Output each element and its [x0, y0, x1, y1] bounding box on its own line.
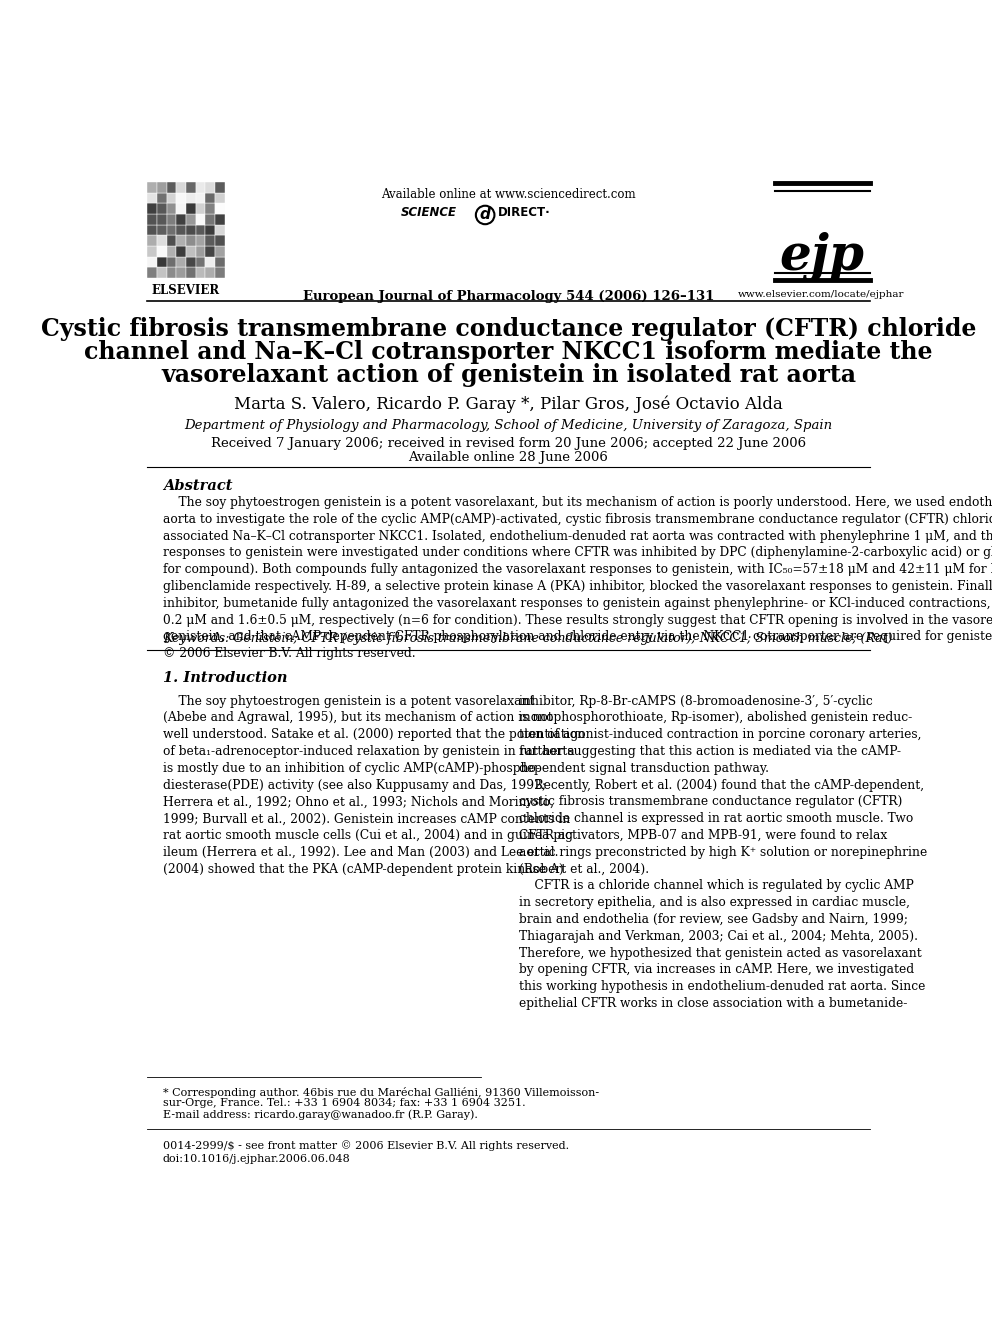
- Bar: [205, 235, 215, 246]
- Text: doi:10.1016/j.ejphar.2006.06.048: doi:10.1016/j.ejphar.2006.06.048: [163, 1154, 350, 1164]
- Bar: [205, 214, 215, 225]
- Text: 0014-2999/$ - see front matter © 2006 Elsevier B.V. All rights reserved.: 0014-2999/$ - see front matter © 2006 El…: [163, 1140, 568, 1151]
- Bar: [167, 257, 177, 267]
- Text: channel and Na–K–Cl cotransporter NKCC1 isoform mediate the: channel and Na–K–Cl cotransporter NKCC1 …: [84, 340, 932, 364]
- Bar: [167, 235, 177, 246]
- Bar: [147, 246, 157, 257]
- Bar: [205, 257, 215, 267]
- Bar: [186, 246, 195, 257]
- Bar: [177, 214, 186, 225]
- Bar: [186, 257, 195, 267]
- Bar: [195, 204, 205, 214]
- Bar: [147, 267, 157, 278]
- Bar: [215, 267, 225, 278]
- Bar: [167, 193, 177, 204]
- Text: Received 7 January 2006; received in revised form 20 June 2006; accepted 22 June: Received 7 January 2006; received in rev…: [211, 438, 806, 451]
- Text: Keywords: Genistein; CFTR (cystic fibrosis transmembrane conductance regulator);: Keywords: Genistein; CFTR (cystic fibros…: [163, 631, 892, 644]
- Text: Department of Physiology and Pharmacology, School of Medicine, University of Zar: Department of Physiology and Pharmacolog…: [185, 419, 832, 433]
- Bar: [177, 204, 186, 214]
- Bar: [147, 257, 157, 267]
- Bar: [195, 214, 205, 225]
- Bar: [177, 181, 186, 193]
- Bar: [195, 181, 205, 193]
- Bar: [186, 235, 195, 246]
- Bar: [157, 235, 167, 246]
- Bar: [147, 193, 157, 204]
- Bar: [167, 267, 177, 278]
- Bar: [215, 235, 225, 246]
- Bar: [177, 246, 186, 257]
- Bar: [177, 193, 186, 204]
- Text: Cystic fibrosis transmembrane conductance regulator (CFTR) chloride: Cystic fibrosis transmembrane conductanc…: [41, 316, 976, 340]
- Bar: [157, 267, 167, 278]
- Bar: [147, 181, 157, 193]
- Bar: [205, 193, 215, 204]
- Bar: [147, 214, 157, 225]
- Bar: [215, 257, 225, 267]
- Bar: [215, 181, 225, 193]
- Bar: [195, 235, 205, 246]
- Text: d: d: [480, 208, 491, 222]
- Bar: [186, 225, 195, 235]
- Text: SCIENCE: SCIENCE: [401, 206, 457, 220]
- Bar: [157, 225, 167, 235]
- Bar: [205, 204, 215, 214]
- Text: The soy phytoestrogen genistein is a potent vasorelaxant
(Abebe and Agrawal, 199: The soy phytoestrogen genistein is a pot…: [163, 695, 585, 876]
- Bar: [195, 193, 205, 204]
- Bar: [177, 257, 186, 267]
- Bar: [157, 181, 167, 193]
- Bar: [195, 257, 205, 267]
- Bar: [195, 267, 205, 278]
- Text: Marta S. Valero, Ricardo P. Garay *, Pilar Gros, José Octavio Alda: Marta S. Valero, Ricardo P. Garay *, Pil…: [234, 396, 783, 413]
- Bar: [167, 214, 177, 225]
- Bar: [205, 181, 215, 193]
- Text: The soy phytoestrogen genistein is a potent vasorelaxant, but its mechanism of a: The soy phytoestrogen genistein is a pot…: [163, 496, 992, 660]
- Bar: [157, 204, 167, 214]
- Bar: [157, 246, 167, 257]
- Bar: [195, 225, 205, 235]
- Bar: [177, 225, 186, 235]
- Bar: [167, 204, 177, 214]
- Text: * Corresponding author. 46bis rue du Maréchal Galliéni, 91360 Villemoisson-: * Corresponding author. 46bis rue du Mar…: [163, 1086, 599, 1098]
- Bar: [167, 225, 177, 235]
- Bar: [205, 246, 215, 257]
- Bar: [147, 204, 157, 214]
- Text: Available online at www.sciencedirect.com: Available online at www.sciencedirect.co…: [381, 188, 636, 201]
- Bar: [215, 214, 225, 225]
- Text: vasorelaxant action of genistein in isolated rat aorta: vasorelaxant action of genistein in isol…: [161, 363, 856, 386]
- Bar: [205, 225, 215, 235]
- Bar: [215, 225, 225, 235]
- Bar: [195, 246, 205, 257]
- Bar: [157, 214, 167, 225]
- Bar: [157, 257, 167, 267]
- Bar: [157, 193, 167, 204]
- Bar: [215, 204, 225, 214]
- Bar: [186, 193, 195, 204]
- Text: ELSEVIER: ELSEVIER: [152, 283, 220, 296]
- Text: 1. Introduction: 1. Introduction: [163, 671, 288, 685]
- Bar: [215, 193, 225, 204]
- Text: E-mail address: ricardo.garay@wanadoo.fr (R.P. Garay).: E-mail address: ricardo.garay@wanadoo.fr…: [163, 1110, 477, 1121]
- Text: European Journal of Pharmacology 544 (2006) 126–131: European Journal of Pharmacology 544 (20…: [303, 290, 714, 303]
- Bar: [215, 246, 225, 257]
- Bar: [147, 225, 157, 235]
- Text: DIRECT·: DIRECT·: [498, 206, 551, 220]
- Bar: [205, 267, 215, 278]
- Bar: [186, 214, 195, 225]
- Text: sur-Orge, France. Tel.: +33 1 6904 8034; fax: +33 1 6904 3251.: sur-Orge, France. Tel.: +33 1 6904 8034;…: [163, 1098, 526, 1109]
- Bar: [186, 181, 195, 193]
- Bar: [147, 235, 157, 246]
- Bar: [177, 267, 186, 278]
- Bar: [167, 181, 177, 193]
- Bar: [186, 267, 195, 278]
- Bar: [186, 204, 195, 214]
- Text: ejp: ejp: [779, 232, 864, 282]
- Bar: [177, 235, 186, 246]
- Text: Available online 28 June 2006: Available online 28 June 2006: [409, 451, 608, 464]
- Bar: [167, 246, 177, 257]
- Text: inhibitor, Rp-8-Br-cAMPS (8-bromoadenosine-3′, 5′-cyclic
monophosphorothioate, R: inhibitor, Rp-8-Br-cAMPS (8-bromoadenosi…: [519, 695, 928, 1009]
- Text: Abstract: Abstract: [163, 479, 232, 493]
- Text: www.elsevier.com/locate/ejphar: www.elsevier.com/locate/ejphar: [738, 290, 905, 299]
